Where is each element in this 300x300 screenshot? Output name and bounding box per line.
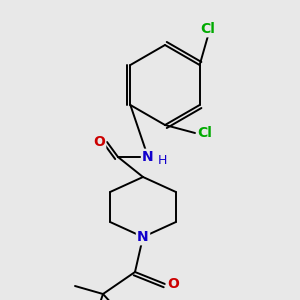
Text: H: H bbox=[157, 154, 167, 167]
Text: N: N bbox=[137, 230, 149, 244]
Text: O: O bbox=[167, 277, 179, 291]
Text: O: O bbox=[93, 135, 105, 149]
Text: Cl: Cl bbox=[200, 22, 215, 36]
Text: Cl: Cl bbox=[198, 126, 212, 140]
Text: N: N bbox=[142, 150, 154, 164]
